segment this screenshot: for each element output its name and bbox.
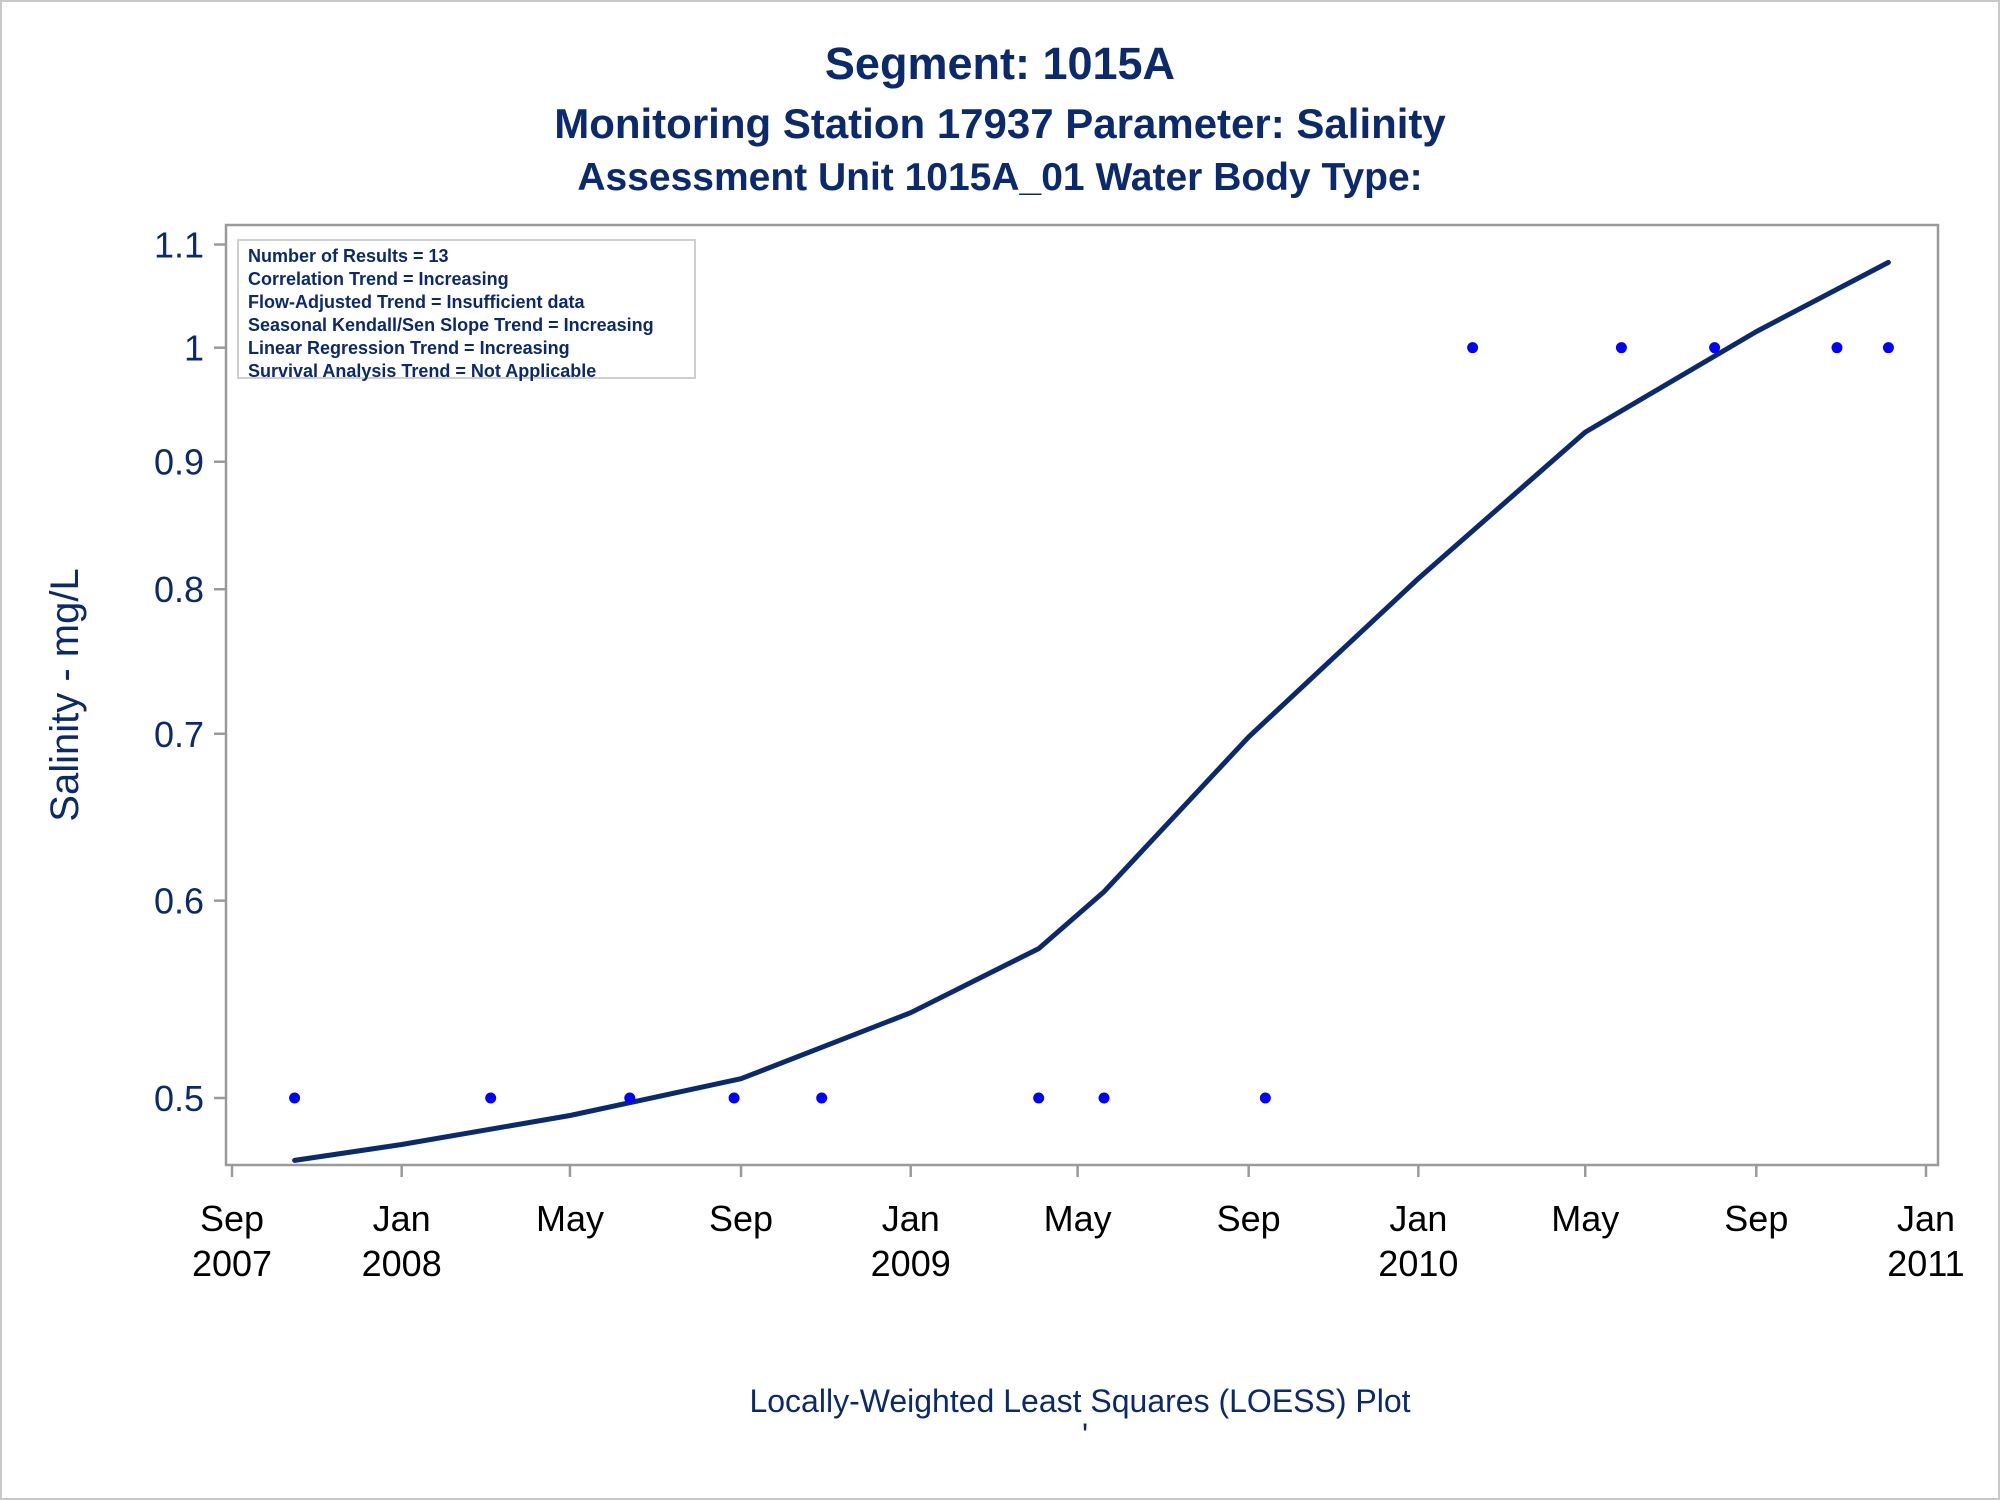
x-tick-year-label: 2008 (362, 1243, 442, 1284)
data-point (485, 1092, 497, 1104)
y-tick-label: 0.8 (154, 569, 204, 610)
x-tick-month-label: Sep (1724, 1198, 1788, 1239)
y-axis-title: Salinity - mg/L (43, 568, 87, 821)
y-tick-label: 1.1 (154, 225, 204, 266)
x-tick-month-label: Sep (1217, 1198, 1281, 1239)
x-tick-month-label: Jan (1897, 1198, 1955, 1239)
y-tick-label: 0.9 (154, 442, 204, 483)
x-tick-month-label: Sep (200, 1198, 264, 1239)
y-tick-label: 1 (184, 328, 204, 369)
data-point (1033, 1092, 1045, 1104)
data-point (1709, 342, 1721, 354)
plot-frame (224, 223, 1940, 1167)
x-tick-year-label: 2010 (1378, 1243, 1458, 1284)
y-axis: 0.5 0.6 0.7 0.8 0.9 1 1.1 (154, 225, 226, 1119)
chart-title: Segment: 1015A (824, 38, 1176, 89)
data-point (1615, 342, 1627, 354)
x-tick-month-label: Sep (709, 1198, 773, 1239)
data-point (624, 1092, 636, 1104)
trend-statistics-box: Number of Results = 13 Correlation Trend… (237, 239, 696, 381)
x-tick-month-label: Jan (1389, 1198, 1447, 1239)
chart-subtitle-assessment: Assessment Unit 1015A_01 Water Body Type… (577, 156, 1423, 199)
x-tick-month-label: May (1044, 1198, 1112, 1239)
data-point (728, 1092, 740, 1104)
stat-correlation-trend: Correlation Trend = Increasing (248, 269, 509, 289)
x-tick-month-label: May (536, 1198, 604, 1239)
data-point (1467, 342, 1479, 354)
x-tick-year-label: 2009 (871, 1243, 951, 1284)
y-tick-label: 0.7 (154, 714, 204, 755)
loess-trend-line (292, 259, 1891, 1163)
stat-seasonal-kendall-trend: Seasonal Kendall/Sen Slope Trend = Incre… (248, 315, 654, 335)
data-point (1831, 342, 1843, 354)
x-tick-month-label: Jan (882, 1198, 940, 1239)
data-point (289, 1092, 301, 1104)
stat-linear-regression-trend: Linear Regression Trend = Increasing (248, 338, 570, 358)
data-point (816, 1092, 828, 1104)
data-point (1098, 1092, 1110, 1104)
x-tick-year-label: 2011 (1887, 1243, 1964, 1284)
stat-number-of-results: Number of Results = 13 (248, 246, 449, 266)
footnote-mark: ' (1082, 1417, 1088, 1453)
y-tick-label: 0.6 (154, 881, 204, 922)
stat-survival-analysis-trend: Survival Analysis Trend = Not Applicable (248, 361, 597, 381)
series-layer (289, 259, 1894, 1163)
plot-footnote: Locally-Weighted Least Squares (LOESS) P… (749, 1383, 1410, 1419)
data-point (1259, 1092, 1271, 1104)
stat-flow-adjusted-trend: Flow-Adjusted Trend = Insufficient data (248, 292, 585, 312)
x-tick-month-label: Jan (373, 1198, 431, 1239)
data-point (1882, 342, 1894, 354)
chart-subtitle-station: Monitoring Station 17937 Parameter: Sali… (554, 100, 1446, 147)
x-tick-month-label: May (1551, 1198, 1619, 1239)
y-tick-label: 0.5 (154, 1078, 204, 1119)
x-tick-year-label: 2007 (192, 1243, 272, 1284)
